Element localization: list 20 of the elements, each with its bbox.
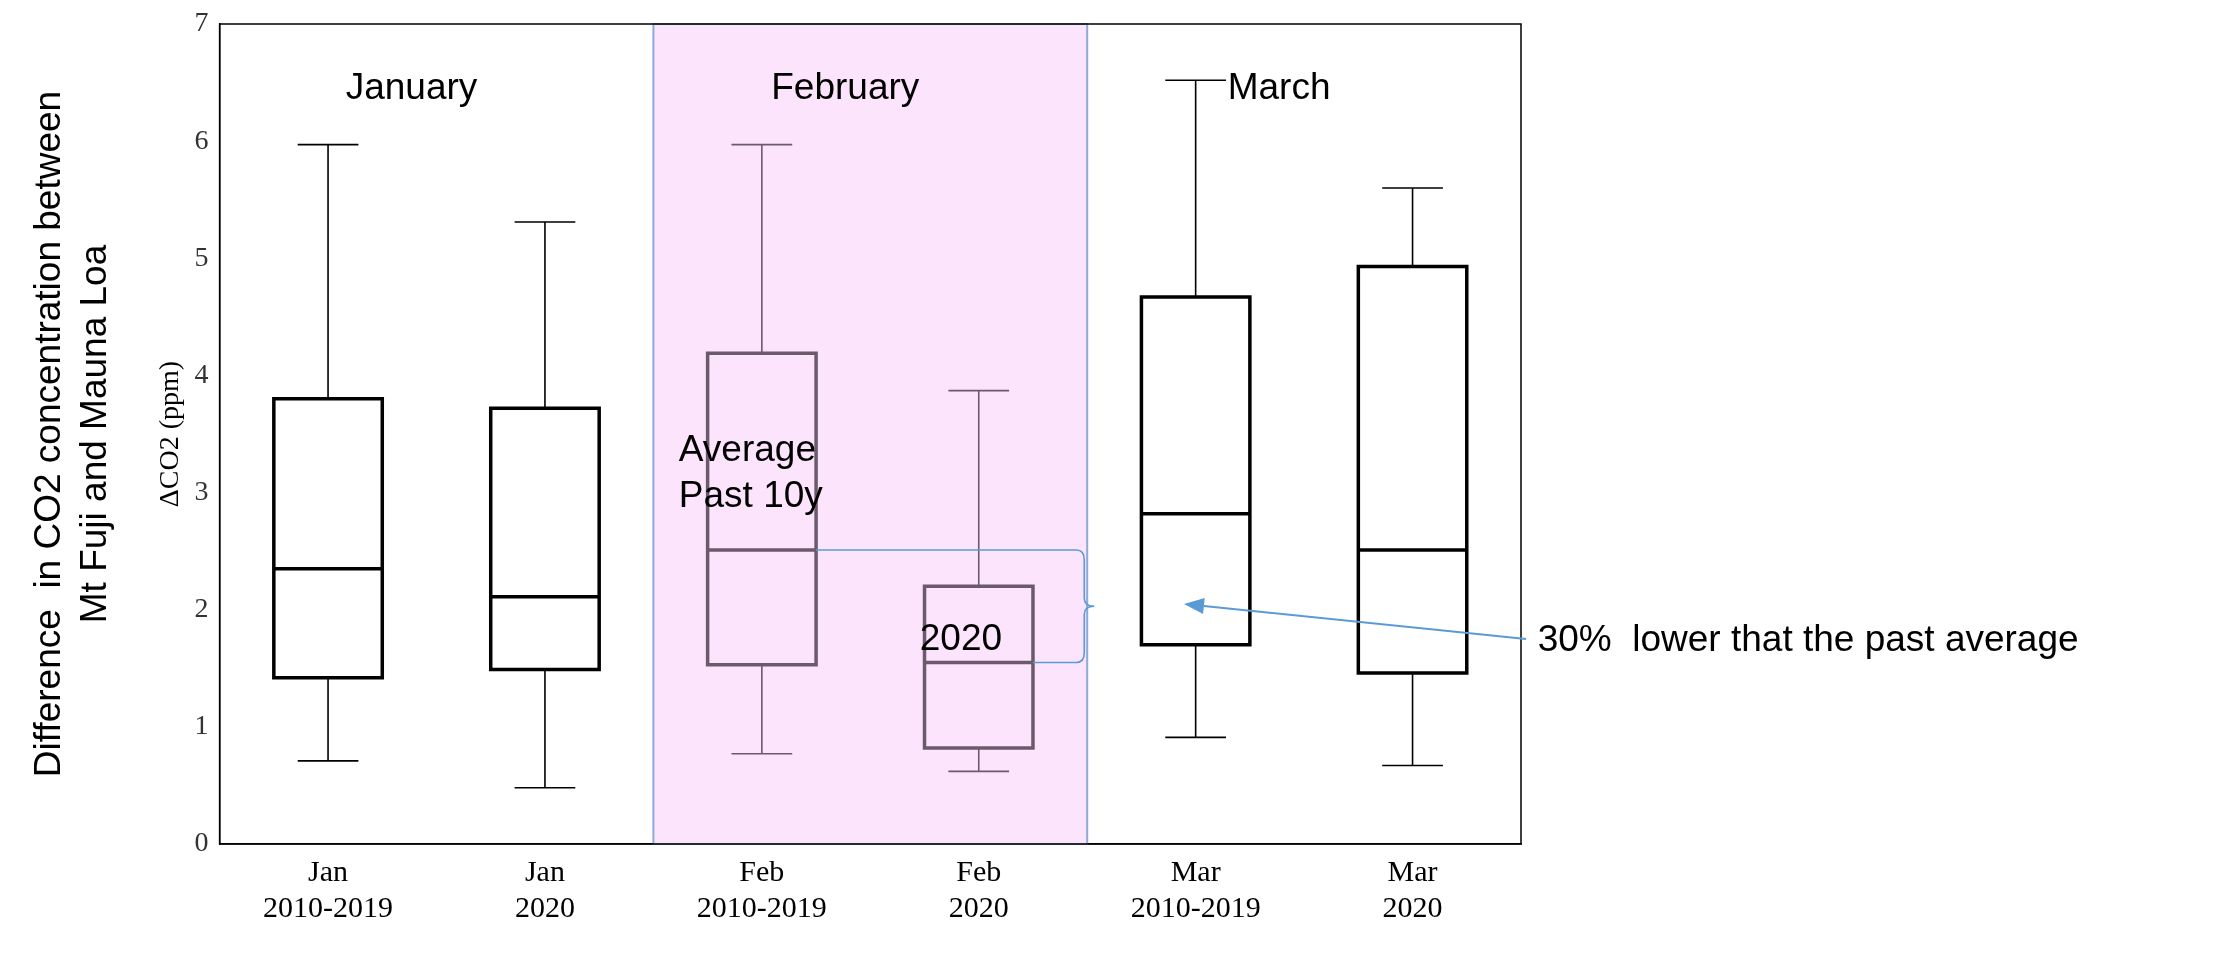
text: Difference in CO2 concentration between Mt Fuji and Mauna Loa (27, 90, 114, 778)
x-tick-label: Jan 2010-2019 (263, 853, 394, 923)
y-tick-label: 2 (194, 592, 209, 624)
y-tick-label: 0 (194, 826, 209, 858)
x-tick-label: Mar 2010-2019 (1130, 853, 1261, 923)
annotation: 30% lower that the past average (1537, 617, 2079, 659)
annotation: January (345, 66, 478, 107)
y-tick-label: 5 (194, 240, 209, 272)
x-tick-label: Mar 2020 (1382, 853, 1443, 923)
y-tick-label: 6 (194, 123, 209, 155)
y-tick-label: 7 (194, 6, 209, 38)
annotation: March (1227, 66, 1331, 107)
y-tick-label: 1 (194, 709, 209, 741)
annotation: February (771, 66, 920, 107)
x-tick-label: Feb 2010-2019 (696, 853, 827, 923)
y-tick-label: 3 (194, 474, 209, 506)
x-tick-label: Jan 2020 (514, 853, 575, 923)
y-axis-title: ΔCO2 (ppm) (153, 360, 185, 508)
x-tick-label: Feb 2020 (948, 853, 1009, 923)
y-tick-label: 4 (194, 357, 209, 389)
